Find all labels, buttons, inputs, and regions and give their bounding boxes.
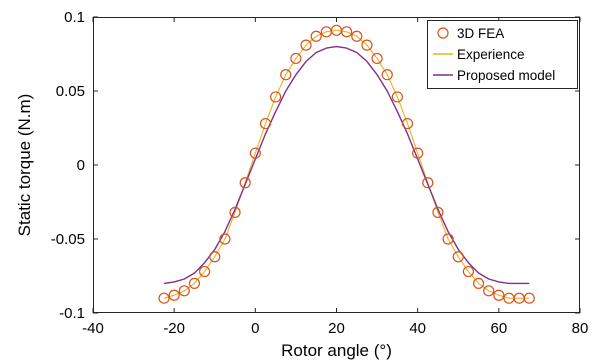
fea-point bbox=[422, 177, 434, 189]
fea-point bbox=[229, 206, 241, 218]
fea-point bbox=[381, 69, 393, 81]
y-tick-label: -0.1 bbox=[59, 305, 85, 322]
fea-point bbox=[462, 265, 474, 278]
tick-layer: -40 -20 0 20 40 60 80 -0.1 -0.05 0 0.05 0.1 bbox=[51, 9, 589, 337]
legend-label: Proposed model bbox=[457, 68, 555, 83]
legend: 3D FEA Experience Proposed model bbox=[427, 20, 578, 89]
legend-label: 3D FEA bbox=[457, 26, 504, 41]
series-experience bbox=[163, 29, 530, 299]
series-3d-fea bbox=[158, 24, 535, 304]
fea-point bbox=[199, 265, 211, 278]
fea-point bbox=[219, 233, 231, 245]
y-axis-label: Static torque (N.m) bbox=[15, 94, 34, 237]
fea-point bbox=[239, 177, 251, 189]
y-tick-label: 0 bbox=[77, 157, 85, 174]
fea-point bbox=[341, 26, 353, 38]
series-layer bbox=[158, 24, 535, 304]
fea-point bbox=[452, 251, 464, 263]
fea-point bbox=[209, 251, 221, 263]
fea-point bbox=[472, 277, 485, 289]
y-tick-label: -0.05 bbox=[51, 231, 85, 248]
fea-point bbox=[270, 91, 282, 103]
series-proposed-model bbox=[163, 45, 530, 285]
fea-point bbox=[280, 69, 292, 81]
fea-point bbox=[493, 289, 505, 301]
fea-point bbox=[361, 39, 373, 51]
x-tick-label: 80 bbox=[572, 320, 589, 337]
fea-point bbox=[249, 147, 261, 159]
fea-point bbox=[442, 233, 454, 245]
fea-point bbox=[168, 289, 180, 301]
x-tick-label: 40 bbox=[409, 320, 426, 337]
fea-point bbox=[178, 285, 190, 297]
fea-point bbox=[432, 206, 444, 218]
legend-marker bbox=[437, 27, 449, 39]
x-tick-label: 20 bbox=[328, 320, 345, 337]
fea-point bbox=[310, 30, 322, 42]
fea-point bbox=[391, 91, 403, 103]
fea-point bbox=[290, 52, 302, 65]
legend-item: Experience bbox=[433, 47, 525, 62]
fea-point bbox=[371, 52, 383, 65]
fea-point bbox=[259, 117, 272, 130]
series-line bbox=[163, 45, 530, 285]
legend-item: Proposed model bbox=[433, 68, 555, 83]
axes-box bbox=[93, 17, 580, 313]
y-tick-label: 0.05 bbox=[56, 83, 85, 100]
fea-point bbox=[188, 277, 201, 289]
fea-point bbox=[412, 147, 424, 159]
legend-label: Experience bbox=[457, 47, 525, 62]
fea-point bbox=[158, 292, 170, 304]
fea-point bbox=[401, 117, 414, 130]
fea-point bbox=[523, 292, 535, 304]
legend-items: 3D FEA Experience Proposed model bbox=[433, 26, 555, 83]
fea-point bbox=[483, 285, 495, 297]
y-tick-label: 0.1 bbox=[64, 9, 85, 26]
x-axis-label: Rotor angle (°) bbox=[281, 341, 392, 360]
x-tick-label: 60 bbox=[490, 320, 507, 337]
x-tick-label: -20 bbox=[163, 320, 185, 337]
fea-point bbox=[300, 39, 312, 51]
series-line bbox=[163, 29, 530, 299]
fea-point bbox=[351, 30, 363, 42]
x-tick-label: -40 bbox=[82, 320, 104, 337]
legend-item: 3D FEA bbox=[437, 26, 504, 41]
x-tick-label: 0 bbox=[251, 320, 259, 337]
